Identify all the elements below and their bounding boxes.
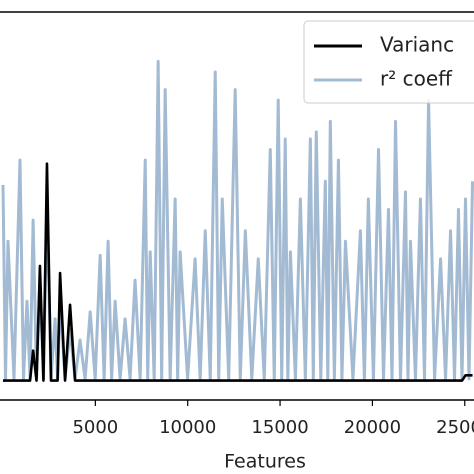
x-tick-label: 5000 xyxy=(72,417,118,438)
series-line xyxy=(1,59,474,381)
series-line xyxy=(3,162,473,382)
legend-label: Varianc xyxy=(380,33,454,57)
plot-area xyxy=(1,59,474,382)
x-tick-label: 25000 xyxy=(436,417,474,438)
legend-box xyxy=(303,20,474,104)
x-tick-label: 15000 xyxy=(251,417,308,438)
x-tick-label: 10000 xyxy=(159,417,216,438)
legend: Varianc r² coeff xyxy=(303,20,474,104)
x-tick-label: 20000 xyxy=(344,417,401,438)
x-axis-label: Features xyxy=(224,451,306,473)
legend-label: r² coeff xyxy=(380,67,453,91)
